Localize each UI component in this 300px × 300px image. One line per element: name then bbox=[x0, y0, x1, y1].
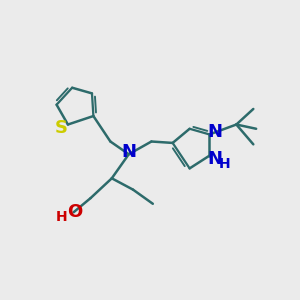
Text: S: S bbox=[54, 119, 67, 137]
Text: H: H bbox=[56, 210, 68, 224]
Text: N: N bbox=[121, 143, 136, 161]
Text: N: N bbox=[207, 150, 222, 168]
Text: O: O bbox=[68, 203, 82, 221]
Text: N: N bbox=[207, 123, 222, 141]
Text: H: H bbox=[218, 157, 230, 171]
